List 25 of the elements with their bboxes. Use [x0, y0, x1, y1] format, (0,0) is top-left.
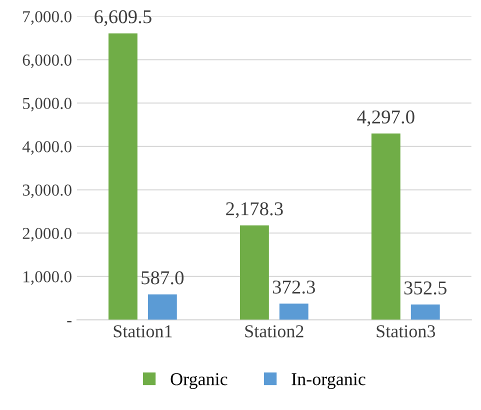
y-tick-label: 3,000.0 — [22, 184, 72, 198]
x-tick-label: Station2 — [245, 325, 304, 338]
legend-label: In-organic — [292, 373, 366, 389]
data-label: 6,609.5 — [94, 10, 152, 26]
x-tick-label: Station1 — [114, 325, 172, 338]
x-tick-label: Station3 — [376, 325, 436, 338]
bar — [240, 225, 269, 320]
data-label: 352.5 — [404, 281, 446, 295]
y-tick-label: 6,000.0 — [22, 54, 72, 68]
y-tick-label: 2,000.0 — [22, 228, 72, 242]
data-label: 4,297.0 — [357, 110, 414, 126]
bar — [410, 304, 440, 320]
y-tick-label: 4,000.0 — [22, 141, 72, 155]
y-tick-label: 7,000.0 — [23, 11, 72, 25]
bar — [279, 304, 308, 320]
bar — [108, 33, 138, 320]
bar — [148, 294, 177, 320]
y-tick-label: 5,000.0 — [23, 98, 72, 112]
data-label: 587.0 — [142, 271, 184, 284]
y-tick-label: 1,000.0 — [24, 271, 72, 285]
bar — [371, 134, 400, 320]
y-tick-label: - — [67, 321, 72, 322]
data-label: 2,178.3 — [226, 202, 283, 218]
data-label: 372.3 — [272, 280, 316, 294]
legend-label: Organic — [170, 373, 228, 389]
